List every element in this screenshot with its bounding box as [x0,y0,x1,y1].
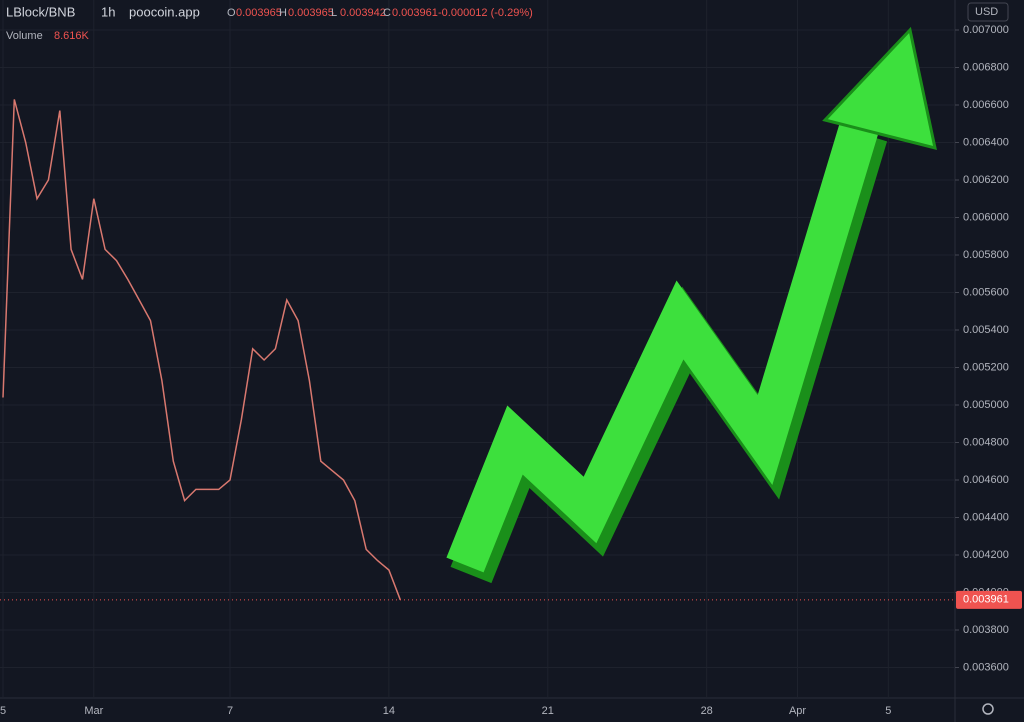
y-tick-label: 0.005200 [963,361,1009,373]
change: -0.000012 (-0.29%) [438,7,533,19]
x-tick-label: 5 [885,705,891,717]
last-price-box [956,590,1022,609]
y-tick-label: 0.006000 [963,211,1009,223]
ohlc-key: H [279,7,287,19]
settings-icon[interactable] [982,703,994,715]
y-tick-label: 0.006400 [963,136,1009,148]
ohlc-value: 0.003965 [288,7,334,19]
y-tick-label: 0.004200 [963,549,1009,561]
x-tick-label: 28 [701,705,713,717]
symbol: LBlock/BNB [6,4,75,19]
ohlc-key: O [227,7,236,19]
y-tick-label: 0.005000 [963,399,1009,411]
y-tick-label: 0.006600 [963,99,1009,111]
x-tick-label: 21 [542,705,554,717]
x-tick-label: Apr [789,705,806,717]
y-tick-label: 0.003600 [963,661,1009,673]
currency[interactable]: USD [975,6,998,18]
y-tick-label: 0.005800 [963,249,1009,261]
source: poocoin.app [129,4,200,19]
ohlc-key: L [331,7,337,19]
y-tick-label: 0.007000 [963,24,1009,36]
currency-button[interactable] [967,2,1009,22]
ohlc-value: 0.003942 [340,7,386,19]
x-tick-label: 7 [227,705,233,717]
ohlc-value: 0.003961 [392,7,438,19]
y-tick-label: 0.006200 [963,174,1009,186]
y-tick-label: 0.004400 [963,511,1009,523]
ohlc-value: 0.003965 [236,7,282,19]
y-tick-label: 0.006800 [963,61,1009,73]
volume-value: 8.616K [54,30,90,42]
price-line [2,99,402,601]
last-price-label: 0.003961 [963,594,1009,606]
y-tick-label: 0.005400 [963,324,1009,336]
y-tick-label: 0.003800 [963,624,1009,636]
x-tick-label: 14 [383,705,395,717]
x-tick-label: Mar [84,705,103,717]
x-tick-label: 5 [0,705,6,717]
ohlc-key: C [383,7,391,19]
plot [0,99,955,601]
volume-label: Volume [6,30,43,42]
green-arrow [446,26,937,584]
y-tick-label: 0.004800 [963,436,1009,448]
y-tick-label: 0.004600 [963,474,1009,486]
interval: 1h [101,4,115,19]
y-tick-label: 0.005600 [963,286,1009,298]
